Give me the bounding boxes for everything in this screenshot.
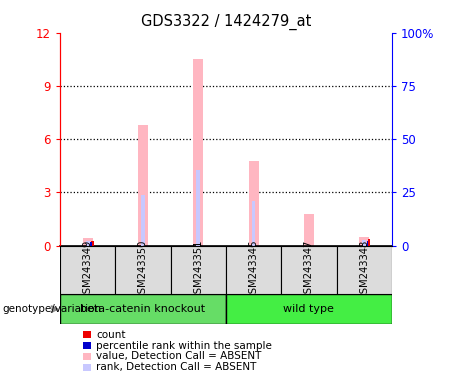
Text: beta-catenin knockout: beta-catenin knockout <box>80 304 206 314</box>
Bar <box>226 294 392 324</box>
Bar <box>83 238 93 246</box>
Bar <box>90 242 92 246</box>
Text: GSM243351: GSM243351 <box>193 240 203 300</box>
Text: rank, Detection Call = ABSENT: rank, Detection Call = ABSENT <box>96 362 256 372</box>
Text: GSM243346: GSM243346 <box>248 240 259 300</box>
Bar <box>366 241 368 246</box>
Bar <box>115 246 171 294</box>
Bar <box>60 294 226 324</box>
Bar <box>226 246 281 294</box>
Bar <box>248 161 259 246</box>
Bar <box>196 170 200 246</box>
Bar <box>86 241 89 246</box>
Bar <box>91 241 94 246</box>
Bar <box>362 240 366 246</box>
Bar <box>359 237 369 246</box>
Bar <box>304 214 314 246</box>
Text: count: count <box>96 330 125 340</box>
Bar <box>281 246 337 294</box>
Text: GSM243349: GSM243349 <box>83 240 93 300</box>
Bar <box>368 239 370 246</box>
Text: GSM243348: GSM243348 <box>359 240 369 300</box>
Bar <box>252 201 255 246</box>
Text: GSM243347: GSM243347 <box>304 240 314 300</box>
Bar <box>337 246 392 294</box>
Bar <box>138 125 148 246</box>
Text: genotype/variation: genotype/variation <box>2 304 101 314</box>
Bar <box>141 195 145 246</box>
Text: value, Detection Call = ABSENT: value, Detection Call = ABSENT <box>96 351 261 361</box>
Bar <box>193 59 203 246</box>
Bar <box>171 246 226 294</box>
Text: GSM243350: GSM243350 <box>138 240 148 300</box>
Bar <box>60 246 115 294</box>
Title: GDS3322 / 1424279_at: GDS3322 / 1424279_at <box>141 14 311 30</box>
Text: percentile rank within the sample: percentile rank within the sample <box>96 341 272 351</box>
Text: wild type: wild type <box>284 304 334 314</box>
